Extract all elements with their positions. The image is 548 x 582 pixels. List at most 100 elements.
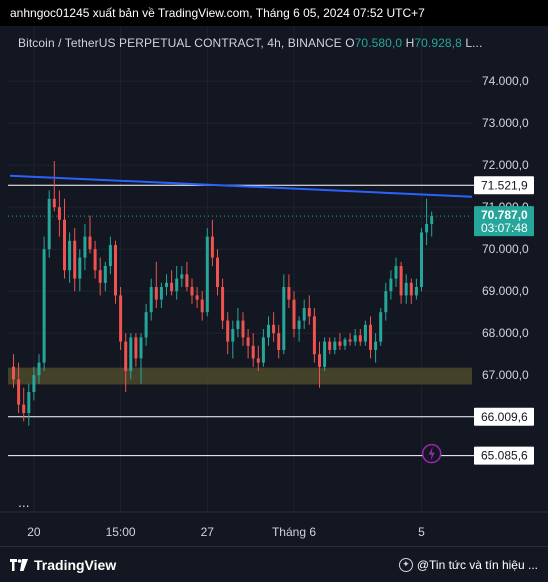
candle-body (379, 312, 383, 342)
candle-body (57, 207, 61, 220)
horizontal-line-label: 66.009,6 (481, 410, 528, 424)
candle (195, 287, 199, 308)
open-label: O (345, 36, 355, 50)
candle (307, 295, 311, 325)
trendline (9, 174, 473, 198)
candle-body (333, 341, 337, 350)
horizontal-line-label: 71.521,9 (481, 178, 528, 192)
candle-body (369, 324, 372, 350)
price-axis[interactable]: 71.521,9 66.009,6 65.085,6 74.000,0 73.000,0… (421, 74, 534, 465)
candle-body (98, 270, 102, 283)
candle (57, 190, 61, 237)
candle (27, 383, 31, 426)
candle (312, 308, 316, 363)
candle (231, 320, 235, 359)
candle-body (312, 316, 316, 355)
candle (267, 316, 270, 346)
candle-body (384, 291, 388, 313)
candle (180, 266, 184, 287)
tradingview-brand[interactable]: TradingView (10, 557, 116, 573)
symbol-title: Bitcoin / TetherUS PERPETUAL CONTRACT, 4… (18, 36, 342, 50)
chart-frame[interactable]: 71.521,9 66.009,6 65.085,6 74.000,0 73.000,0… (0, 26, 548, 546)
candle (277, 324, 281, 359)
y-tick-label: 67.000,0 (482, 368, 529, 382)
candle-body (180, 274, 184, 279)
candle-body (261, 337, 265, 363)
brand-name: TradingView (34, 556, 117, 573)
candle (88, 215, 92, 254)
price-chart[interactable]: 71.521,9 66.009,6 65.085,6 74.000,0 73.000,0… (0, 26, 548, 546)
candle (409, 278, 413, 304)
candle-body (32, 375, 36, 392)
x-tick-label: 27 (201, 525, 215, 539)
candle-body (63, 219, 66, 271)
candle (246, 329, 250, 359)
time-axis[interactable]: 20 15:00 27 Tháng 6 5 (0, 511, 548, 539)
candle-body (52, 198, 56, 208)
candle (358, 329, 362, 346)
candle-body (404, 282, 408, 296)
candle-body (88, 236, 92, 250)
candle-body (205, 236, 209, 313)
candle (297, 316, 301, 342)
news-icon: ✦ (398, 557, 413, 572)
y-tick-label: 68.000,0 (482, 326, 529, 340)
candle (124, 333, 128, 392)
candle-body (358, 335, 362, 342)
candle (333, 337, 337, 355)
candle (384, 282, 388, 321)
candle-body (323, 341, 327, 367)
lightning-icon (428, 446, 435, 461)
y-tick-label: 73.000,0 (482, 116, 529, 130)
news-link[interactable]: ✦ @Tin tức và tín hiệu ... (398, 557, 538, 572)
candle-body (93, 249, 97, 271)
candle-body (27, 392, 31, 413)
candle-body (425, 224, 429, 233)
candle-body (154, 287, 158, 300)
candle-body (37, 362, 41, 376)
candle (210, 219, 214, 266)
candle (139, 333, 143, 384)
candle (363, 320, 367, 346)
x-tick-label: 15:00 (106, 525, 136, 539)
candle (261, 329, 265, 367)
candle (63, 198, 66, 279)
candle (32, 366, 36, 401)
candle-body (389, 278, 393, 292)
candle (103, 261, 107, 292)
publish-line: anhngoc01245 xuất bản về TradingView.com… (10, 6, 425, 20)
candle (68, 232, 72, 283)
candle (404, 274, 408, 304)
y-tick-label: 72.000,0 (482, 158, 529, 172)
candle-body (78, 257, 82, 279)
horizontal-line-label-bg (474, 176, 534, 195)
more-options-button[interactable]: ... (18, 494, 30, 510)
candle-body (267, 324, 270, 338)
candle (98, 257, 102, 296)
candle (389, 270, 393, 300)
candle (282, 274, 286, 355)
candle (114, 240, 117, 304)
candle-body (363, 324, 367, 342)
candle-body (420, 232, 423, 287)
low-label: L... (465, 36, 483, 50)
candle (226, 312, 230, 355)
news-label: @Tin tức và tín hiệu ... (416, 557, 538, 572)
candle (170, 270, 174, 296)
candle-body (108, 245, 112, 266)
candle-body (282, 287, 286, 350)
x-tick-label: Tháng 6 (272, 525, 316, 539)
candle-body (409, 282, 413, 296)
x-tick-label: 5 (418, 525, 425, 539)
candle (348, 333, 352, 346)
candle-body (348, 339, 352, 342)
candle (420, 228, 423, 292)
candle-body (47, 198, 51, 250)
candle (154, 261, 158, 308)
candle (338, 333, 342, 350)
horizontal-lines (8, 184, 474, 457)
candle (251, 333, 255, 367)
x-tick-label: 20 (27, 525, 41, 539)
candle (241, 312, 245, 346)
candle (165, 274, 168, 296)
